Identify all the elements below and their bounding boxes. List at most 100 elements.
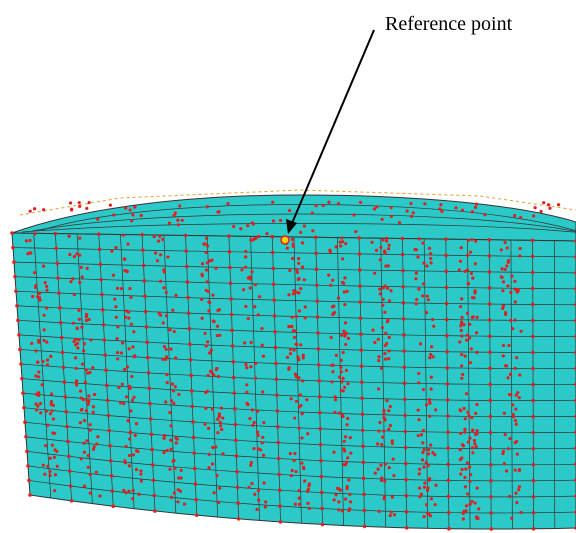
node [233, 407, 237, 411]
node [128, 437, 131, 440]
node [440, 210, 443, 213]
node [131, 399, 134, 402]
node [426, 489, 429, 492]
node [29, 251, 32, 254]
node [509, 373, 512, 376]
node [235, 454, 239, 458]
node [468, 337, 471, 340]
node [557, 203, 560, 206]
node [124, 461, 127, 464]
node [502, 280, 505, 283]
node [517, 488, 520, 491]
node [306, 432, 309, 435]
node [116, 351, 119, 354]
node [34, 284, 37, 287]
node [474, 433, 477, 436]
node [428, 415, 431, 418]
node [294, 329, 297, 332]
node [67, 455, 71, 459]
node [207, 427, 210, 430]
node [69, 201, 72, 204]
node [459, 260, 462, 263]
node [86, 372, 89, 375]
node [61, 351, 65, 355]
node [71, 277, 74, 280]
node [514, 300, 517, 303]
node [210, 371, 213, 374]
node [125, 395, 128, 398]
node [271, 251, 275, 255]
node [46, 465, 49, 468]
node [213, 491, 216, 494]
node [294, 503, 297, 506]
node [201, 274, 204, 277]
node [358, 252, 362, 256]
node [380, 443, 383, 446]
node [81, 275, 84, 278]
node [461, 373, 464, 376]
node [360, 396, 364, 400]
node [55, 262, 59, 266]
node [343, 276, 346, 279]
node [246, 403, 249, 406]
node [514, 492, 517, 495]
node [383, 251, 386, 254]
node [500, 248, 503, 251]
node [467, 239, 470, 242]
node [415, 298, 418, 301]
node [405, 526, 409, 530]
node [244, 250, 247, 253]
node [171, 460, 174, 463]
node [135, 422, 138, 425]
node [514, 367, 517, 370]
node [412, 211, 415, 214]
node [531, 287, 535, 291]
node [87, 400, 90, 403]
node [488, 254, 492, 258]
node [247, 317, 250, 320]
node [489, 495, 493, 499]
node [194, 498, 198, 502]
node [470, 238, 473, 241]
node [256, 431, 259, 434]
node [467, 282, 470, 285]
node [531, 255, 535, 259]
node [402, 301, 406, 305]
node [248, 417, 251, 420]
node [446, 414, 450, 418]
node [293, 452, 296, 455]
node [123, 368, 126, 371]
node [205, 280, 208, 283]
node [341, 257, 344, 260]
node [187, 327, 191, 331]
node [422, 388, 425, 391]
node [219, 424, 222, 427]
node [294, 291, 297, 294]
node [362, 461, 366, 465]
node [417, 418, 420, 421]
node [108, 444, 112, 448]
node [80, 457, 83, 460]
node [153, 509, 157, 513]
node [117, 386, 120, 389]
node [514, 408, 517, 411]
node [275, 393, 279, 397]
node [340, 370, 343, 373]
node [43, 473, 46, 476]
node [220, 428, 223, 431]
node [446, 398, 450, 402]
node [315, 283, 319, 287]
node [447, 495, 451, 499]
node [428, 479, 431, 482]
node [470, 500, 473, 503]
node [227, 234, 231, 238]
node [245, 383, 248, 386]
node [115, 337, 118, 340]
node [244, 266, 247, 269]
node [346, 382, 349, 385]
node [205, 268, 208, 271]
node [360, 380, 364, 384]
node [402, 317, 406, 321]
node [150, 432, 154, 436]
node [489, 511, 493, 515]
